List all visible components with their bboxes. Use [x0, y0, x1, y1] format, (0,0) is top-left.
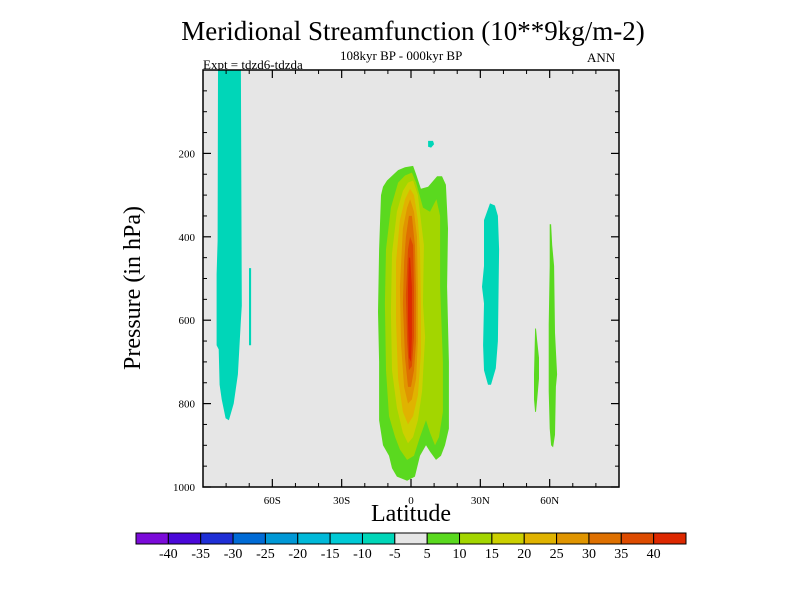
y-tick-label: 1000 — [173, 482, 196, 494]
colorbar-label: 5 — [424, 547, 431, 562]
x-tick-label: 30S — [333, 495, 350, 507]
contour-northern-cell — [482, 203, 500, 385]
x-tick-label: 60N — [540, 495, 559, 507]
colorbar-box — [200, 532, 234, 545]
colorbar-box — [588, 532, 622, 545]
colorbar-box — [361, 532, 396, 545]
colorbar-box — [232, 532, 266, 545]
colorbar-label: -30 — [224, 547, 243, 562]
contour-southern-sliver — [249, 268, 252, 346]
axis-ticks: 60S 30S 0 30N 60N 200 400 600 800 1000 — [173, 70, 619, 507]
colorbar-label: 40 — [647, 547, 661, 562]
colorbar-box — [329, 532, 363, 545]
colorbar-box — [426, 532, 461, 545]
colorbar-label: -15 — [321, 547, 340, 562]
contour-southern-polar-cell — [216, 70, 242, 421]
colorbar-box — [297, 532, 331, 545]
colorbar-label: -35 — [191, 547, 210, 562]
chart-subtitle-season: ANN — [587, 50, 616, 65]
contour-upper-small-blob — [428, 140, 435, 148]
colorbar-label: -25 — [256, 547, 275, 562]
contour-northern-thin-1 — [534, 328, 539, 412]
colorbar-label: 35 — [614, 547, 628, 562]
y-tick-label: 600 — [179, 315, 196, 327]
colorbar-box — [264, 532, 299, 545]
colorbar-label: -20 — [288, 547, 307, 562]
contour-central-plume-40 — [408, 257, 412, 362]
chart-subtitle-period: 108kyr BP - 000kyr BP — [340, 48, 463, 63]
colorbar-label: 30 — [582, 547, 596, 562]
colorbar-label: -10 — [353, 547, 372, 562]
chart-title: Meridional Streamfunction (10**9kg/m-2) — [181, 16, 645, 46]
contour-layers — [216, 70, 558, 481]
colorbar-box — [491, 532, 525, 545]
colorbar-label: 20 — [517, 547, 531, 562]
chart-subtitle-experiment: Expt = tdzd6-tdzda — [203, 57, 303, 72]
y-tick-label: 800 — [179, 399, 196, 411]
colorbar-box — [556, 532, 590, 545]
colorbar-box — [523, 532, 558, 545]
colorbar-box — [167, 532, 202, 545]
x-tick-label: 30N — [471, 495, 490, 507]
colorbar-label: 25 — [550, 547, 564, 562]
colorbar-box — [135, 532, 169, 545]
colorbar-label: -5 — [389, 547, 401, 562]
x-tick-label: 0 — [408, 495, 414, 507]
colorbar-box — [394, 532, 428, 545]
colorbar: -40 -35 -30 -25 -20 -15 -10 -5 5 10 15 20 25 30 35 40 — [135, 532, 687, 562]
x-axis-label: Latitude — [371, 501, 451, 527]
colorbar-box — [653, 532, 687, 545]
y-tick-label: 400 — [179, 232, 196, 244]
colorbar-box — [459, 532, 493, 545]
colorbar-box — [620, 532, 655, 545]
colorbar-label: 10 — [453, 547, 467, 562]
colorbar-label: 15 — [485, 547, 499, 562]
y-tick-label: 200 — [179, 148, 196, 160]
contour-northern-thin-2 — [548, 224, 558, 448]
x-tick-label: 60S — [264, 495, 281, 507]
colorbar-label: -40 — [159, 547, 178, 562]
